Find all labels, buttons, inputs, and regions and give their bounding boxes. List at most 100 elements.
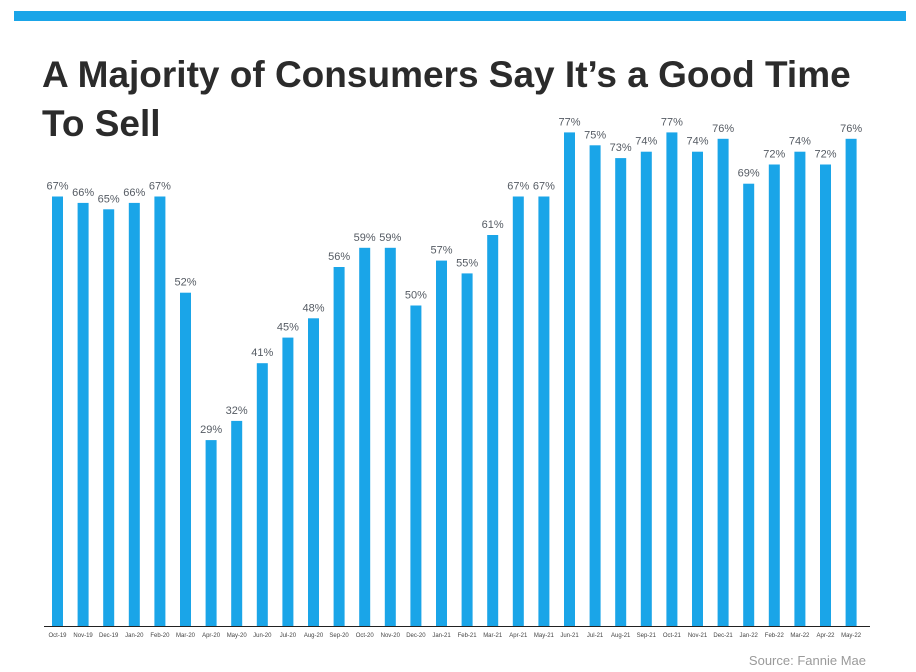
- value-label-Nov-21: 74%: [686, 136, 708, 148]
- tick-label-May-22: May-22: [841, 633, 862, 639]
- tick-label-Feb-21: Feb-21: [458, 633, 478, 639]
- bars-group: [52, 132, 857, 627]
- bar-Jan-22: [743, 183, 755, 626]
- tick-label-Aug-21: Aug-21: [611, 633, 631, 639]
- value-label-Jun-20: 41%: [251, 347, 273, 359]
- bar-Aug-20: [308, 318, 319, 626]
- bar-May-20: [231, 420, 243, 626]
- value-label-Aug-21: 73%: [610, 142, 632, 154]
- value-label-Jul-20: 45%: [277, 322, 299, 334]
- value-labels-group: 67%66%65%66%67%52%29%32%41%45%48%56%59% 5…: [46, 116, 862, 436]
- bar-Sep-20: [333, 267, 345, 626]
- bar-Feb-22: [768, 164, 780, 626]
- bar-Mar-20: [180, 292, 191, 626]
- tick-label-Dec-20: Dec-20: [406, 633, 426, 639]
- tick-label-Mar-22: Mar-22: [790, 633, 810, 639]
- bar-Nov-20: [384, 247, 396, 627]
- bar-Jun-21: [564, 132, 575, 626]
- bar-Apr-20: [205, 440, 217, 626]
- value-label-Apr-20: 29%: [200, 424, 222, 436]
- value-label-Mar-20: 52%: [174, 277, 196, 289]
- tick-label-Jun-21: Jun-21: [560, 633, 579, 639]
- value-label-Aug-20: 48%: [302, 302, 324, 314]
- bar-Apr-22: [820, 164, 831, 626]
- bar-Nov-21: [692, 151, 703, 626]
- bar-Dec-20: [410, 305, 422, 626]
- value-label-Oct-20: 59%: [354, 232, 376, 244]
- tick-label-Nov-20: Nov-20: [381, 633, 401, 639]
- tick-label-Sep-21: Sep-21: [637, 633, 657, 639]
- value-label-Oct-21: 77%: [661, 116, 683, 128]
- bar-May-21: [538, 196, 550, 626]
- bar-Dec-21: [717, 138, 729, 627]
- bar-Feb-21: [461, 273, 473, 626]
- bar-Oct-19: [52, 196, 63, 626]
- tick-label-Jul-21: Jul-21: [587, 633, 604, 639]
- tick-label-Oct-21: Oct-21: [663, 633, 682, 639]
- tick-label-Mar-20: Mar-20: [176, 633, 196, 639]
- value-label-Jul-21: 75%: [584, 129, 606, 141]
- value-label-May-21: 67%: [533, 181, 555, 193]
- value-label-May-20: 32%: [226, 405, 248, 417]
- tick-label-Mar-21: Mar-21: [483, 633, 503, 639]
- tick-label-Jan-20: Jan-20: [125, 633, 144, 639]
- value-label-Jun-21: 77%: [558, 116, 580, 128]
- tick-label-Apr-22: Apr-22: [816, 633, 835, 639]
- value-label-Apr-22: 72%: [814, 149, 836, 161]
- tick-label-Jan-21: Jan-21: [432, 633, 451, 639]
- tick-label-Apr-21: Apr-21: [509, 633, 528, 639]
- value-label-Feb-21: 55%: [456, 257, 478, 269]
- tick-label-May-20: May-20: [227, 633, 248, 639]
- value-label-Jan-20: 66%: [123, 187, 145, 199]
- x-tick-labels-group: Oct-19 Nov-19 Dec-19 Jan-20 Feb-20 Mar-20 Apr-…: [48, 633, 861, 639]
- value-label-Oct-19: 67%: [46, 181, 68, 193]
- value-label-Feb-22: 72%: [763, 149, 785, 161]
- bar-Dec-19: [103, 209, 115, 627]
- value-label-Jan-21: 57%: [430, 245, 452, 257]
- tick-label-Oct-19: Oct-19: [48, 633, 67, 639]
- value-label-May-22: 76%: [840, 123, 862, 135]
- tick-label-May-21: May-21: [534, 633, 555, 639]
- tick-label-Sep-20: Sep-20: [329, 633, 349, 639]
- bar-Jun-20: [256, 363, 268, 626]
- bar-Apr-21: [512, 196, 524, 626]
- value-label-Nov-19: 66%: [72, 187, 94, 199]
- value-label-Nov-20: 59%: [379, 232, 401, 244]
- value-label-Jan-22: 69%: [738, 168, 760, 180]
- value-label-Dec-19: 65%: [98, 193, 120, 205]
- tick-label-Aug-20: Aug-20: [304, 633, 324, 639]
- tick-label-Jan-22: Jan-22: [740, 633, 759, 639]
- tick-label-Feb-20: Feb-20: [150, 633, 170, 639]
- bar-Sep-21: [640, 151, 652, 626]
- bar-Jan-21: [436, 260, 447, 626]
- tick-label-Jun-20: Jun-20: [253, 633, 272, 639]
- bar-Mar-21: [487, 235, 499, 626]
- tick-label-Feb-22: Feb-22: [765, 633, 785, 639]
- value-label-Sep-21: 74%: [635, 136, 657, 148]
- tick-label-Dec-19: Dec-19: [99, 633, 119, 639]
- value-label-Mar-21: 61%: [482, 219, 504, 231]
- bar-Mar-22: [794, 151, 806, 626]
- tick-label-Nov-21: Nov-21: [688, 633, 708, 639]
- chart-title: A Majority of Consumers Say It’s a Good …: [42, 54, 851, 144]
- bar-Jul-20: [282, 337, 294, 626]
- bar-May-22: [845, 138, 857, 627]
- value-label-Dec-21: 76%: [712, 123, 734, 135]
- value-label-Dec-20: 50%: [405, 290, 427, 302]
- top-accent-bar: [14, 11, 906, 21]
- tick-label-Jul-20: Jul-20: [280, 633, 297, 639]
- bar-Jul-21: [589, 145, 601, 627]
- bar-Feb-20: [154, 196, 166, 626]
- bar-Aug-21: [615, 158, 627, 626]
- tick-label-Dec-21: Dec-21: [713, 633, 733, 639]
- bar-Nov-19: [77, 202, 89, 626]
- tick-label-Oct-20: Oct-20: [356, 633, 375, 639]
- bar-Oct-21: [666, 132, 678, 626]
- value-label-Mar-22: 74%: [789, 136, 811, 148]
- bar-Jan-20: [128, 202, 140, 626]
- value-label-Sep-20: 56%: [328, 251, 350, 263]
- tick-label-Apr-20: Apr-20: [202, 633, 221, 639]
- value-label-Feb-20: 67%: [149, 181, 171, 193]
- bar-Oct-20: [359, 247, 371, 627]
